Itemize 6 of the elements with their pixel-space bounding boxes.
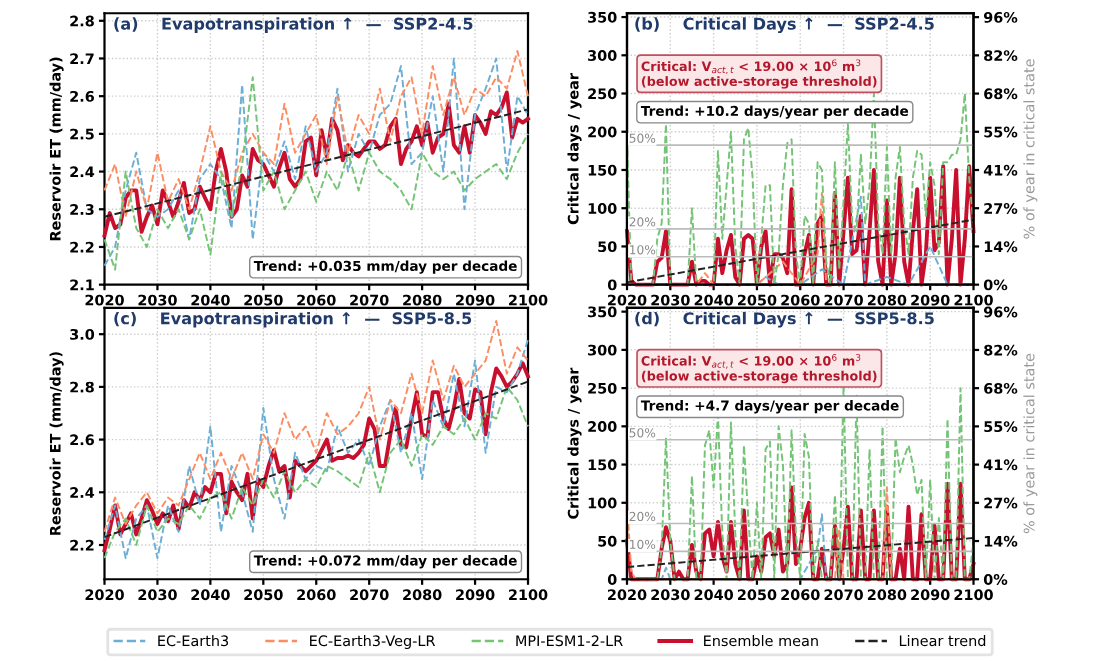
chart-title: (a) Evapotranspiration ↑ — SSP2-4.5 — [114, 17, 473, 33]
line-series — [103, 49, 529, 218]
chart-title: (c) Evapotranspiration ↑ — SSP5-8.5 — [114, 311, 472, 328]
chart-title: (d) Critical Days ↑ — SSP5-8.5 — [635, 311, 934, 328]
line-series — [102, 90, 530, 238]
chart-title: (b) Critical Days ↑ — SSP2-4.5 — [635, 17, 934, 34]
